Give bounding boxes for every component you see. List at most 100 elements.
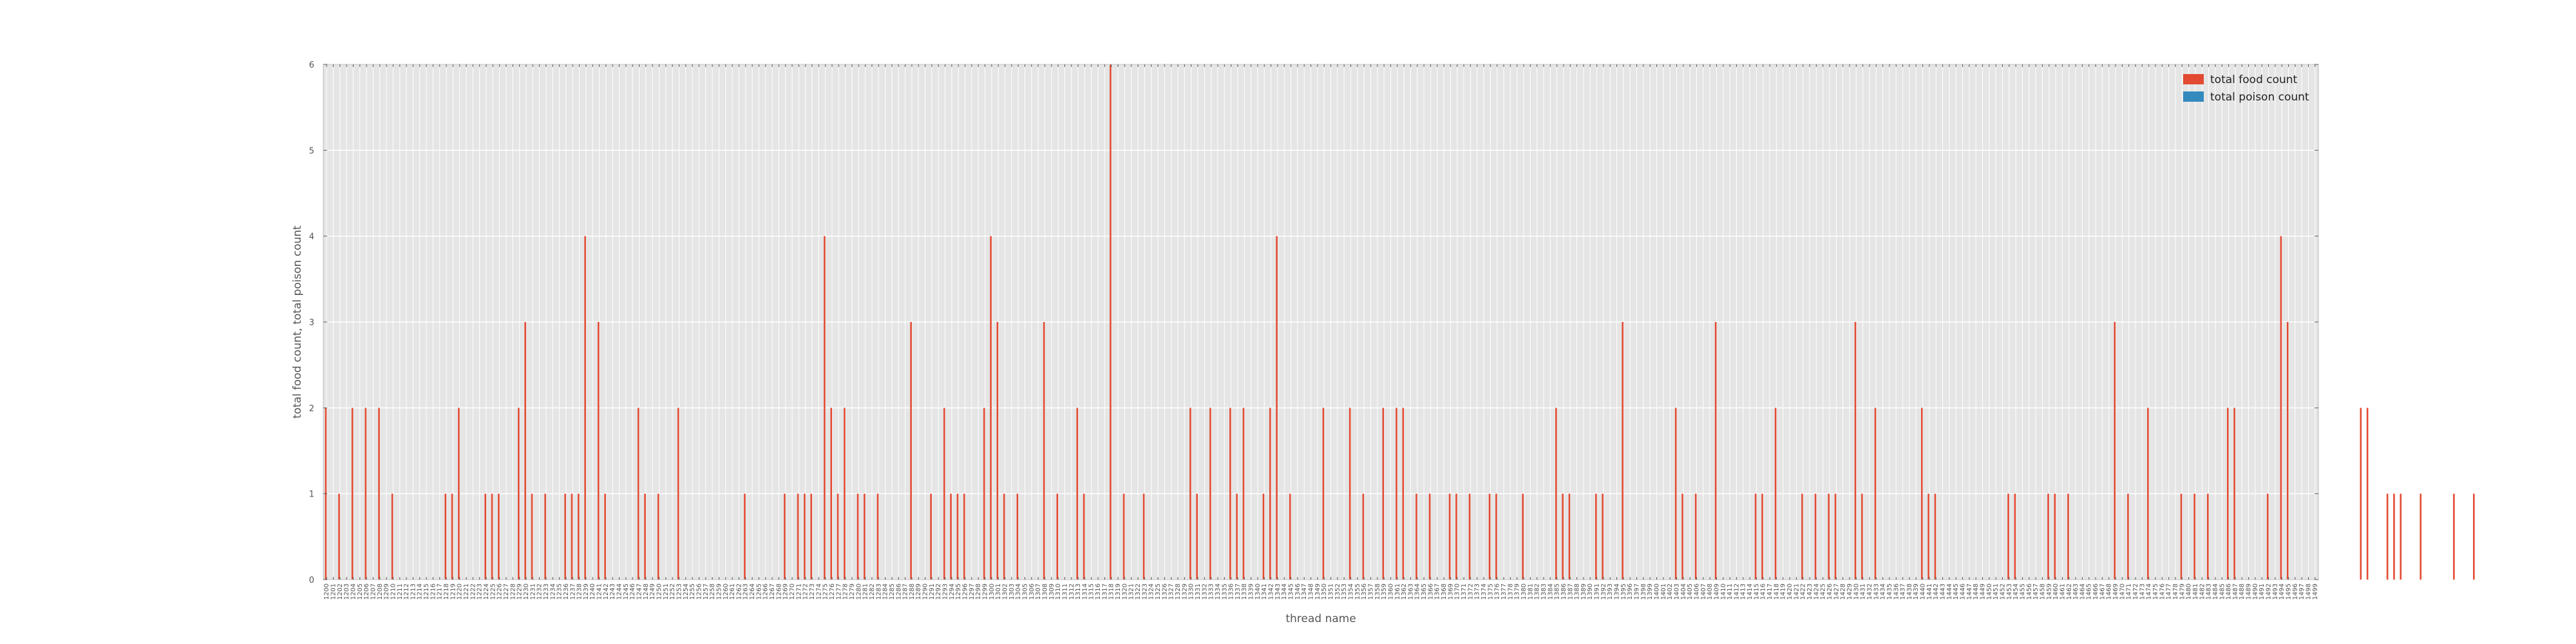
x-tick-label: 1400 bbox=[1653, 583, 1660, 600]
bar-food bbox=[1774, 408, 1777, 580]
x-tick-label: 1357 bbox=[1367, 583, 1374, 600]
bar-food bbox=[657, 493, 659, 580]
x-tick-label: 1488 bbox=[2239, 583, 2246, 600]
bar-food bbox=[351, 408, 354, 580]
x-tick-label: 1464 bbox=[2079, 583, 2086, 600]
x-tick-label: 1413 bbox=[1740, 583, 1747, 600]
x-tick-label: 1406 bbox=[1693, 583, 1700, 600]
x-tick-label: 1426 bbox=[1826, 583, 1833, 600]
x-tick-label: 1350 bbox=[1321, 583, 1328, 600]
bar-food bbox=[1934, 493, 1937, 580]
bar-food bbox=[1402, 408, 1405, 580]
bar-food bbox=[1262, 493, 1265, 580]
bar-food bbox=[1289, 493, 1291, 580]
x-tick-label: 1452 bbox=[1999, 583, 2006, 600]
x-tick-label: 1220 bbox=[457, 583, 464, 600]
x-tick-label: 1487 bbox=[2232, 583, 2239, 600]
x-tick-label: 1312 bbox=[1068, 583, 1075, 600]
x-tick-label: 1407 bbox=[1700, 583, 1707, 600]
x-tick-label: 1200 bbox=[323, 583, 330, 600]
bar-food bbox=[784, 493, 786, 580]
x-tick-label: 1318 bbox=[1108, 583, 1115, 600]
x-tick-label: 1453 bbox=[2006, 583, 2013, 600]
x-tick-label: 1475 bbox=[2152, 583, 2159, 600]
bar-food bbox=[1428, 493, 1431, 580]
x-tick-label: 1272 bbox=[802, 583, 810, 600]
x-tick-label: 1293 bbox=[942, 583, 949, 600]
x-tick-label: 1412 bbox=[1733, 583, 1740, 600]
x-tick-label: 1216 bbox=[430, 583, 437, 600]
x-tick-label: 1455 bbox=[2019, 583, 2026, 600]
x-tick-label: 1368 bbox=[1441, 583, 1448, 600]
x-tick-label: 1317 bbox=[1101, 583, 1108, 600]
x-tick-label: 1497 bbox=[2298, 583, 2306, 600]
x-tick-label: 1437 bbox=[1900, 583, 1907, 600]
x-tick-label: 1491 bbox=[2259, 583, 2266, 600]
bar-food bbox=[544, 493, 546, 580]
x-tick-label: 1447 bbox=[1966, 583, 1973, 600]
x-tick-label: 1423 bbox=[1806, 583, 1814, 600]
x-tick-label: 1202 bbox=[337, 583, 344, 600]
x-tick-label: 1354 bbox=[1347, 583, 1354, 600]
x-tick-label: 1391 bbox=[1594, 583, 1601, 600]
x-tick-label: 1292 bbox=[935, 583, 942, 600]
bar-food bbox=[2366, 408, 2369, 580]
x-tick-label: 1474 bbox=[2146, 583, 2153, 600]
x-tick-label: 1462 bbox=[2066, 583, 2073, 600]
x-tick-label: 1207 bbox=[370, 583, 377, 600]
x-tick-label: 1344 bbox=[1281, 583, 1288, 600]
x-tick-label: 1316 bbox=[1095, 583, 1102, 600]
x-axis-label: thread name bbox=[1285, 612, 1356, 625]
bar-food bbox=[1488, 493, 1491, 580]
bar-food bbox=[1522, 493, 1524, 580]
bar-food bbox=[2207, 493, 2209, 580]
x-tick-label: 1414 bbox=[1747, 583, 1754, 600]
x-tick-label: 1347 bbox=[1301, 583, 1308, 600]
bar-food bbox=[1874, 408, 1877, 580]
bar-food bbox=[1622, 322, 1624, 580]
bar-food bbox=[2180, 493, 2183, 580]
x-tick-label: 1300 bbox=[989, 583, 996, 600]
x-tick-label: 1305 bbox=[1021, 583, 1028, 600]
x-tick-label: 1454 bbox=[2012, 583, 2020, 600]
x-tick-label: 1206 bbox=[363, 583, 370, 600]
x-tick-label: 1315 bbox=[1088, 583, 1095, 600]
y-axis-label: total food count, total poison count bbox=[291, 225, 304, 419]
x-tick-label: 1308 bbox=[1041, 583, 1048, 600]
bar-food bbox=[2360, 408, 2362, 580]
bar-food bbox=[571, 493, 573, 580]
x-tick-label: 1480 bbox=[2186, 583, 2193, 600]
x-tick-label: 1250 bbox=[656, 583, 663, 600]
x-tick-label: 1261 bbox=[729, 583, 736, 600]
x-tick-label: 1477 bbox=[2166, 583, 2173, 600]
x-tick-label: 1448 bbox=[1973, 583, 1980, 600]
bar-food bbox=[2280, 236, 2282, 580]
bar-food bbox=[2047, 493, 2049, 580]
x-tick-label: 1492 bbox=[2266, 583, 2273, 600]
bar-food bbox=[597, 322, 600, 580]
x-tick-label: 1472 bbox=[2132, 583, 2139, 600]
bar-food bbox=[990, 236, 992, 580]
bar-food bbox=[1269, 408, 1271, 580]
bar-food bbox=[2233, 408, 2235, 580]
x-tick-label: 1364 bbox=[1414, 583, 1421, 600]
x-tick-label: 1442 bbox=[1933, 583, 1940, 600]
bar-food bbox=[810, 493, 813, 580]
bar-food bbox=[1056, 493, 1059, 580]
x-tick-label: 1304 bbox=[1015, 583, 1022, 600]
x-tick-label: 1302 bbox=[1001, 583, 1009, 600]
y-tick-label: 0 bbox=[309, 576, 314, 585]
x-tick-label: 1253 bbox=[676, 583, 683, 600]
bar-food bbox=[1142, 493, 1145, 580]
x-tick-label: 1210 bbox=[390, 583, 397, 600]
x-tick-label: 1239 bbox=[583, 583, 590, 600]
bar-food bbox=[2400, 493, 2402, 580]
x-tick-label: 1286 bbox=[895, 583, 902, 600]
x-tick-label: 1217 bbox=[437, 583, 444, 600]
x-tick-label: 1334 bbox=[1215, 583, 1222, 600]
bar-food bbox=[1861, 493, 1863, 580]
x-tick-label: 1460 bbox=[2052, 583, 2060, 600]
bar-food bbox=[1043, 322, 1045, 580]
x-tick-label: 1443 bbox=[1940, 583, 1947, 600]
